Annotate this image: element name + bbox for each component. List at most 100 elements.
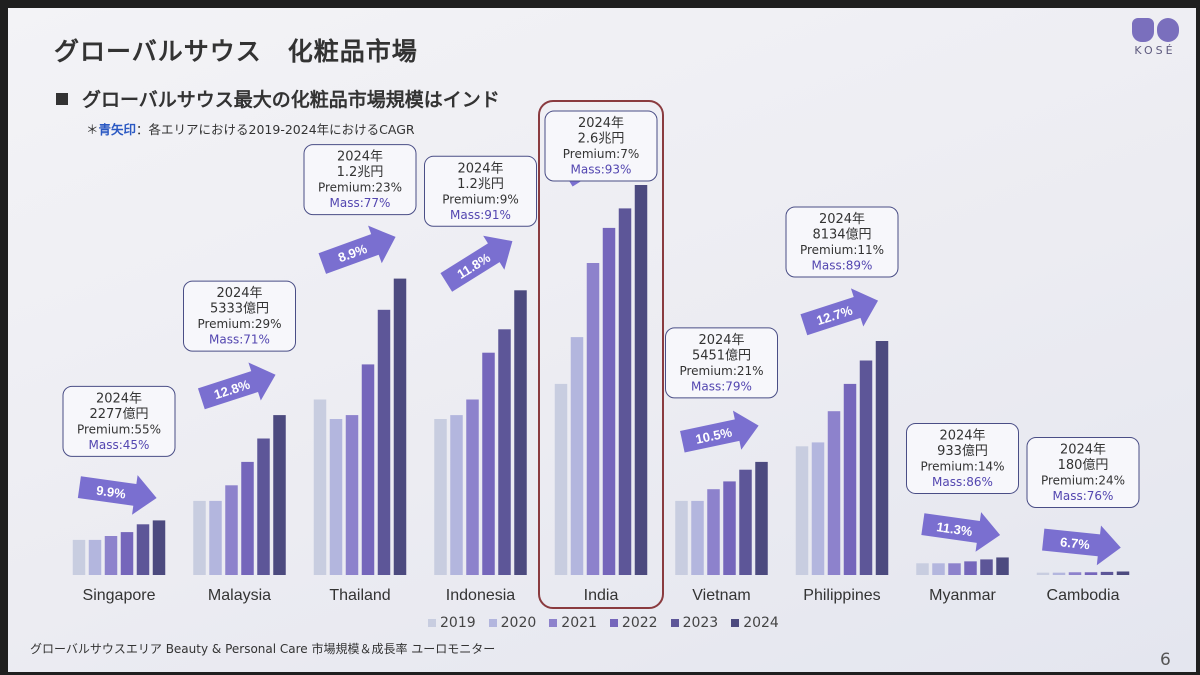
legend-label: 2024 bbox=[743, 615, 779, 631]
bullet-square-icon bbox=[56, 93, 68, 105]
bar-india-2020 bbox=[570, 337, 584, 575]
info-box-line: Mass:71% bbox=[209, 333, 270, 347]
bar-malaysia-2023 bbox=[257, 438, 270, 575]
cagr-arrow-icon: 8.9% bbox=[318, 225, 396, 274]
info-box-line: Premium:21% bbox=[679, 364, 763, 378]
info-box-line: Mass:45% bbox=[89, 438, 150, 452]
info-box-line: 2024年 bbox=[216, 286, 262, 301]
bar-myanmar-2022 bbox=[964, 561, 977, 575]
bar-myanmar-2021 bbox=[948, 563, 961, 575]
info-box-line: Premium:24% bbox=[1041, 473, 1125, 487]
info-box bbox=[665, 327, 778, 399]
page-title: グローバルサウス 化粧品市場 bbox=[54, 37, 418, 66]
legend-swatch bbox=[488, 619, 497, 627]
bar-malaysia-2020 bbox=[209, 500, 222, 575]
info-box-line: 180億円 bbox=[1058, 457, 1109, 473]
legend-label: 2023 bbox=[682, 615, 719, 631]
bar-indonesia-2022 bbox=[482, 352, 495, 575]
bar-india-2023 bbox=[618, 208, 632, 575]
bar-philippines-2024 bbox=[875, 341, 889, 575]
legend-item: 2020 bbox=[488, 615, 537, 631]
cagr-arrow-icon: 12.7% bbox=[800, 288, 879, 336]
bar-malaysia-2021 bbox=[225, 485, 238, 575]
legend-swatch bbox=[609, 619, 618, 627]
country-label: Myanmar bbox=[929, 587, 996, 604]
info-box bbox=[183, 280, 296, 352]
info-box-line: Premium:55% bbox=[77, 422, 161, 436]
cagr-arrow-icon: 11.8% bbox=[440, 235, 513, 292]
info-box bbox=[62, 385, 176, 457]
bar-singapore-2019 bbox=[72, 539, 86, 575]
bar-indonesia-2021 bbox=[466, 399, 479, 575]
slide-subtitle: グローバルサウス最大の化粧品市場規模はインド bbox=[56, 85, 500, 112]
arrow-shape bbox=[921, 512, 1001, 552]
legend-item: 2021 bbox=[549, 615, 597, 631]
bar-philippines-2020 bbox=[811, 442, 825, 575]
info-box-line: 2024年 bbox=[939, 428, 985, 443]
arrow-shape bbox=[680, 410, 759, 453]
bar-myanmar-2023 bbox=[980, 559, 993, 575]
bar-cambodia-2024 bbox=[1116, 571, 1130, 575]
page-number: 6 bbox=[1160, 650, 1171, 670]
bar-vietnam-2021 bbox=[707, 489, 720, 575]
info-box-line: Mass:93% bbox=[571, 163, 632, 177]
cagr-label: 9.9% bbox=[95, 483, 127, 502]
cagr-label: 11.3% bbox=[936, 519, 974, 539]
legend-label: 2021 bbox=[561, 615, 597, 631]
bar-malaysia-2019 bbox=[193, 500, 206, 575]
cagr-label: 6.7% bbox=[1059, 534, 1090, 552]
cagr-arrow-icon: 10.5% bbox=[680, 410, 759, 453]
info-box-line: Mass:91% bbox=[450, 208, 511, 222]
legend-label: 2020 bbox=[500, 615, 537, 631]
country-label: India bbox=[584, 587, 619, 604]
chart-legend: 2019 2020 2021 2022 2023 2024 bbox=[428, 615, 779, 631]
note-prefix: ＊ bbox=[86, 122, 99, 137]
legend-item: 2019 bbox=[428, 615, 476, 631]
slide: グローバルサウス 化粧品市場 グローバルサウス最大の化粧品市場規模はインド ＊青… bbox=[8, 8, 1196, 672]
bar-thailand-2024 bbox=[393, 278, 407, 575]
bar-indonesia-2020 bbox=[450, 415, 463, 575]
info-box-line: Mass:89% bbox=[812, 259, 873, 273]
bar-thailand-2020 bbox=[329, 419, 343, 575]
bar-indonesia-2023 bbox=[498, 329, 511, 575]
bar-singapore-2022 bbox=[120, 532, 134, 575]
bar-cambodia-2023 bbox=[1100, 571, 1114, 575]
info-box-line: 2024年 bbox=[96, 391, 142, 406]
legend-swatch bbox=[549, 619, 558, 627]
info-box-line: Mass:79% bbox=[691, 379, 752, 393]
arrow-shape bbox=[197, 362, 276, 410]
info-box-line: Mass:86% bbox=[932, 475, 993, 489]
bar-philippines-2021 bbox=[827, 411, 841, 575]
country-label: Indonesia bbox=[446, 587, 515, 604]
legend-item: 2024 bbox=[731, 615, 779, 631]
kose-logo: KOSÉ bbox=[1126, 18, 1184, 57]
country-label: Vietnam bbox=[692, 587, 750, 604]
info-box-line: 5451億円 bbox=[692, 347, 751, 363]
info-box bbox=[424, 155, 537, 227]
arrow-shape bbox=[318, 225, 396, 274]
bar-indonesia-2024 bbox=[514, 290, 527, 575]
info-box-line: Premium:9% bbox=[442, 192, 518, 206]
info-box-line: 2277億円 bbox=[89, 406, 148, 422]
arrow-shape bbox=[1042, 525, 1121, 566]
info-box-line: 2024年 bbox=[337, 150, 383, 165]
bar-vietnam-2020 bbox=[691, 500, 704, 575]
legend-swatch bbox=[428, 619, 436, 627]
bar-thailand-2021 bbox=[345, 415, 359, 575]
cagr-note: ＊青矢印：各エリアにおける2019-2024年におけるCAGR bbox=[86, 119, 415, 138]
info-box bbox=[1026, 436, 1140, 508]
bar-thailand-2019 bbox=[313, 399, 327, 575]
legend-item: 2023 bbox=[670, 615, 719, 631]
info-box-line: Premium:29% bbox=[197, 317, 281, 331]
bar-malaysia-2022 bbox=[241, 461, 254, 575]
info-box-line: Premium:11% bbox=[800, 243, 884, 257]
bar-singapore-2024 bbox=[152, 520, 166, 575]
country-label: Philippines bbox=[803, 587, 880, 604]
cagr-arrow-icon: 12.8% bbox=[197, 362, 276, 410]
bar-india-2019 bbox=[554, 383, 568, 575]
bar-singapore-2021 bbox=[104, 536, 118, 575]
legend-swatch bbox=[731, 619, 740, 627]
bar-myanmar-2020 bbox=[932, 563, 945, 575]
info-box-line: 8134億円 bbox=[812, 227, 871, 243]
info-box-line: 1.2兆円 bbox=[337, 165, 384, 180]
